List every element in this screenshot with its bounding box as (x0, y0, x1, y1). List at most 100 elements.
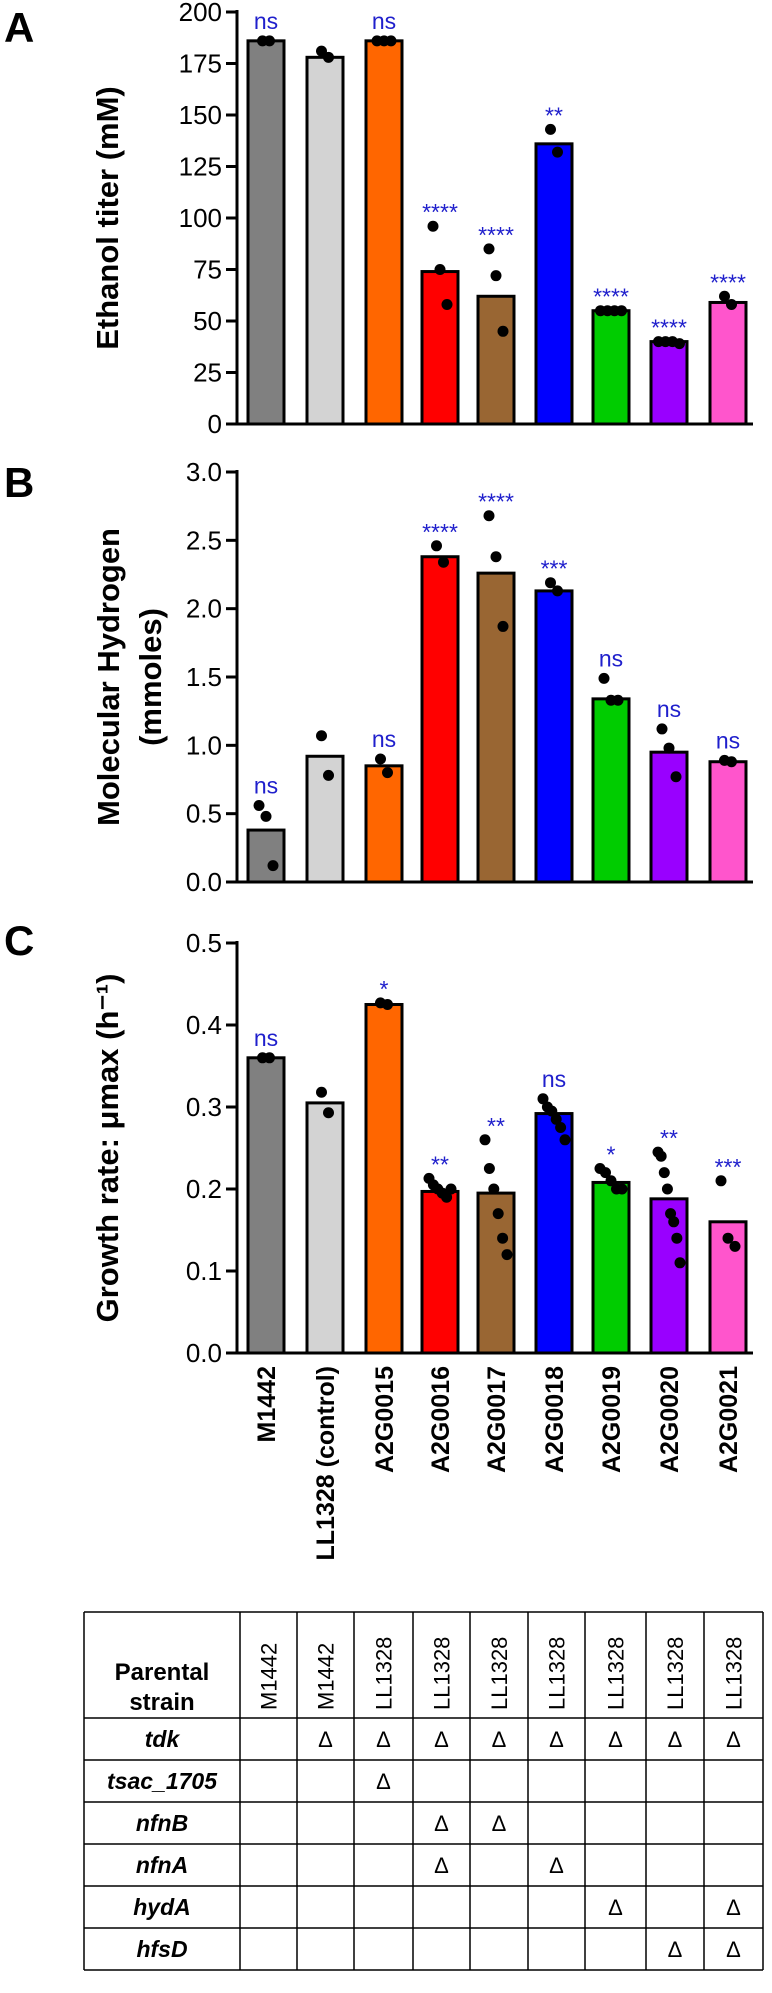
category-label: A2G0016 (427, 1366, 455, 1473)
data-point-a (264, 35, 275, 47)
data-point-c (479, 1134, 491, 1146)
data-point-a (719, 290, 730, 302)
significance-label-b: ns (254, 772, 278, 798)
bar-a-A2G0016 (420, 270, 460, 426)
bar-b-A2G0018 (534, 589, 574, 884)
data-point-a (497, 325, 509, 337)
data-point-c (655, 1150, 667, 1162)
y-tick-label-a: 175 (179, 49, 222, 79)
category-label: LL1328 (control) (312, 1366, 340, 1560)
table-header-label: Parental (115, 1659, 210, 1686)
significance-label-c: ns (254, 1025, 278, 1051)
table-parental-cell: LL1328 (663, 1637, 688, 1710)
bar-a-A2G0015 (364, 39, 404, 426)
data-point-b (431, 540, 442, 552)
bar-b-A2G0017 (476, 571, 516, 884)
data-point-c (729, 1240, 741, 1252)
category-label: A2G0019 (598, 1366, 626, 1473)
data-point-b (545, 577, 556, 589)
category-label: A2G0017 (483, 1366, 511, 1473)
bar-b-A2G0021 (708, 760, 748, 884)
data-point-b (267, 860, 279, 872)
bar-a-A2G0021 (708, 300, 748, 426)
data-point-a (385, 35, 397, 47)
significance-label-c: ns (542, 1066, 566, 1092)
significance-label-b: ns (657, 696, 681, 722)
data-point-b (598, 672, 610, 684)
data-point-b (552, 585, 563, 597)
category-label: A2G0021 (715, 1366, 743, 1473)
y-axis-title-b: Molecular Hydrogen (91, 528, 126, 826)
significance-label-b: **** (478, 489, 514, 515)
data-point-c (264, 1052, 275, 1064)
data-point-c (483, 1163, 495, 1174)
y-tick-label-c: 0.3 (186, 1092, 222, 1122)
data-point-a (441, 299, 453, 311)
data-point-c (445, 1183, 457, 1195)
data-point-b (316, 730, 327, 742)
y-tick-label-c: 0.2 (186, 1174, 222, 1204)
significance-label-b: *** (541, 556, 568, 582)
significance-label-c: ** (660, 1125, 678, 1151)
significance-label-c: * (607, 1142, 616, 1168)
significance-label-b: ns (599, 645, 623, 671)
significance-label-a: ** (545, 102, 563, 128)
data-point-c (600, 1167, 611, 1179)
y-tick-label-a: 50 (193, 306, 222, 336)
x-axis-categories: M1442 LL1328 (control) A2G0015 A2G0016 A2G00… (253, 1366, 743, 1561)
y-axis-title-b: (mmoles) (133, 608, 168, 746)
y-tick-label-a: 0 (208, 409, 222, 439)
bar-a-A2G0019 (591, 309, 631, 426)
category-label: A2G0018 (541, 1366, 569, 1473)
panel-letter-b: B (4, 459, 34, 506)
bar-a-A2G0017 (476, 294, 516, 426)
data-point-a (545, 123, 556, 135)
table-deletion-cell: Δ (668, 1937, 683, 1962)
table-gene-label: tdk (145, 1726, 181, 1752)
data-point-b (612, 694, 624, 706)
significance-label-a: ns (372, 8, 396, 34)
significance-label-c: ** (431, 1151, 449, 1177)
data-point-b (382, 767, 393, 779)
significance-label-a: ns (254, 8, 278, 34)
table-deletion-cell: Δ (726, 1937, 741, 1962)
bar-c-M1442 (246, 1056, 286, 1355)
table-deletion-cell: Δ (549, 1853, 564, 1878)
data-point-c (382, 999, 393, 1010)
data-point-b (663, 742, 675, 754)
bar-b-A2G0019 (591, 697, 631, 884)
table-gene-label: nfnB (136, 1810, 188, 1836)
data-point-b (483, 510, 495, 522)
table-deletion-cell: Δ (608, 1895, 623, 1920)
y-tick-label-c: 0.5 (186, 928, 222, 958)
y-tick-label-a: 25 (193, 358, 222, 388)
data-point-c (616, 1183, 628, 1195)
panel-b-hydrogen-chart: 0.0 0.5 1.0 1.5 2.0 2.5 3.0 Molecular Hydrogen(… (91, 457, 753, 897)
bar-b-A2G0020 (649, 750, 689, 884)
data-point-c (661, 1183, 673, 1195)
table-deletion-cell: Δ (376, 1727, 391, 1752)
table-gene-label: hydA (133, 1894, 191, 1920)
table-parental-cell: M1442 (314, 1643, 339, 1710)
significance-label-a: **** (593, 284, 629, 310)
data-point-b (323, 769, 334, 781)
data-point-a (726, 299, 737, 311)
data-point-b (253, 799, 265, 811)
data-point-c (555, 1122, 567, 1133)
y-tick-label-a: 125 (179, 152, 222, 182)
y-tick-label-b: 0.0 (186, 867, 222, 897)
table-deletion-cell: Δ (726, 1727, 741, 1752)
table-deletion-cell: Δ (434, 1853, 449, 1878)
data-point-c (537, 1093, 549, 1105)
table-parental-cell: LL1328 (430, 1637, 455, 1710)
y-tick-label-c: 0.4 (186, 1010, 222, 1040)
data-point-c (559, 1134, 571, 1146)
table-parental-cell: M1442 (257, 1643, 282, 1710)
data-point-b (490, 551, 502, 563)
bar-c-A2G0018 (534, 1112, 574, 1355)
data-point-a (490, 270, 502, 282)
y-tick-label-a: 150 (179, 100, 222, 130)
category-label: A2G0015 (371, 1366, 399, 1473)
data-point-a (616, 305, 627, 317)
table-gene-label: nfnA (136, 1852, 188, 1878)
